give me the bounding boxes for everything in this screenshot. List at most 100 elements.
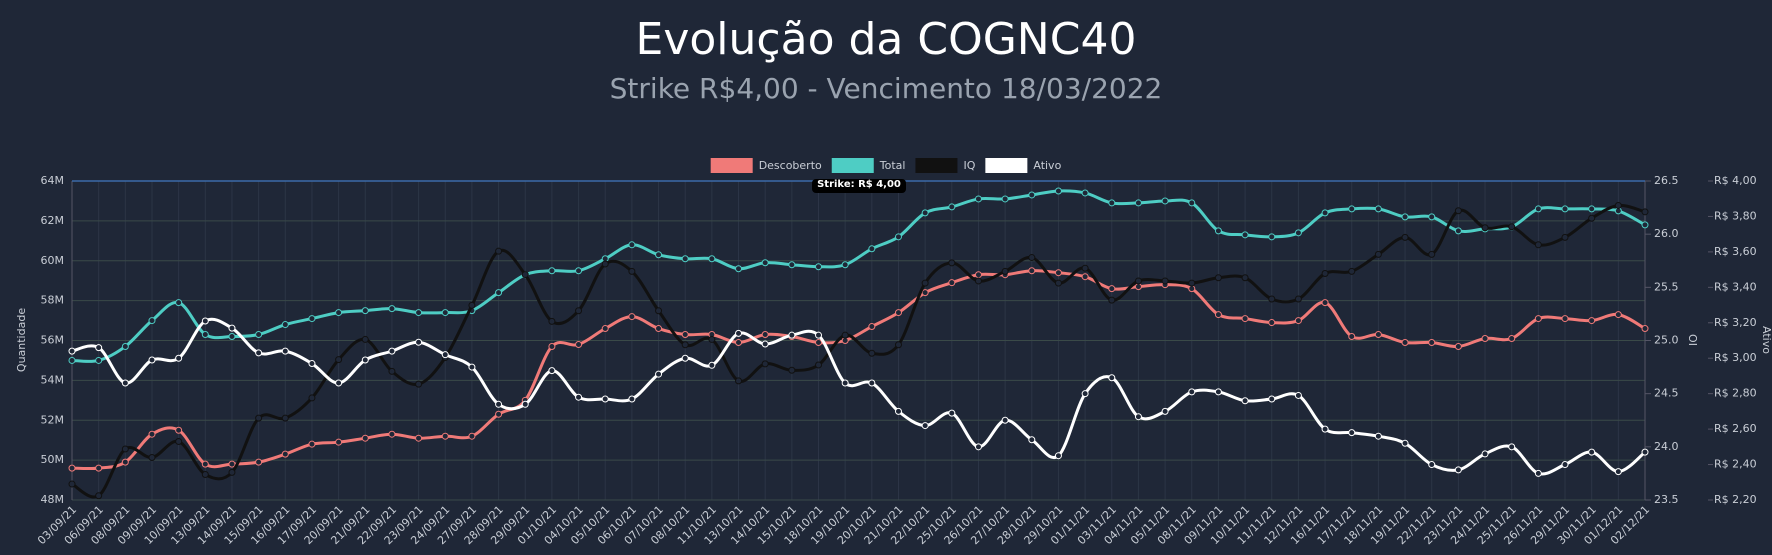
- point: [575, 307, 583, 315]
- point: [1534, 241, 1542, 249]
- point: [228, 333, 236, 341]
- point: [228, 324, 236, 332]
- point: [1241, 315, 1249, 323]
- point: [1054, 187, 1062, 195]
- point: [628, 267, 636, 275]
- point: [601, 325, 609, 333]
- point: [1108, 296, 1116, 304]
- point: [1374, 432, 1382, 440]
- point: [1401, 338, 1409, 346]
- y2-tick-label: 25.5: [1654, 280, 1679, 293]
- point: [201, 331, 209, 339]
- point: [308, 360, 316, 368]
- point: [468, 432, 476, 440]
- point: [708, 255, 716, 263]
- point: [1321, 270, 1329, 278]
- point: [228, 468, 236, 476]
- legend-swatch[interactable]: [915, 158, 958, 173]
- legend-swatch[interactable]: [710, 158, 753, 173]
- point: [281, 321, 289, 329]
- y2-tick-label: 26.0: [1654, 227, 1679, 240]
- point: [815, 331, 823, 339]
- point: [1374, 331, 1382, 339]
- point: [201, 460, 209, 468]
- point: [735, 329, 743, 337]
- legend-label[interactable]: Descoberto: [759, 159, 822, 172]
- point: [1508, 443, 1516, 451]
- point: [628, 241, 636, 249]
- point: [601, 395, 609, 403]
- point: [148, 317, 156, 325]
- point: [308, 394, 316, 402]
- point: [1481, 450, 1489, 458]
- point: [1428, 461, 1436, 469]
- legend-label[interactable]: IQ: [963, 159, 975, 172]
- point: [335, 438, 343, 446]
- point: [1081, 390, 1089, 398]
- point: [575, 340, 583, 348]
- point: [95, 464, 103, 472]
- point: [1641, 221, 1649, 229]
- point: [1214, 227, 1222, 235]
- point: [788, 331, 796, 339]
- point: [521, 400, 529, 408]
- y3-axis-title: Ativo: [1760, 326, 1772, 354]
- point: [468, 363, 476, 371]
- point: [894, 233, 902, 241]
- point: [1401, 213, 1409, 221]
- point: [681, 341, 689, 349]
- chart-subtitle: Strike R$4,00 - Vencimento 18/03/2022: [610, 72, 1163, 105]
- point: [1614, 468, 1622, 476]
- legend-label[interactable]: Total: [879, 159, 906, 172]
- point: [281, 414, 289, 422]
- point: [1054, 279, 1062, 287]
- point: [95, 492, 103, 500]
- point: [121, 379, 129, 387]
- legend-label[interactable]: Ativo: [1033, 159, 1061, 172]
- point: [1401, 233, 1409, 241]
- point: [1561, 205, 1569, 213]
- point: [1054, 452, 1062, 460]
- point: [1454, 207, 1462, 215]
- y3-tick-label: R$ 3,20: [1714, 316, 1757, 329]
- point: [948, 259, 956, 267]
- y-tick-label: 56M: [41, 334, 65, 347]
- point: [1508, 223, 1516, 231]
- point: [894, 309, 902, 317]
- point: [601, 260, 609, 268]
- y-tick-label: 58M: [41, 294, 65, 307]
- point: [121, 342, 129, 350]
- point: [1214, 274, 1222, 282]
- point: [1561, 315, 1569, 323]
- y2-tick-label: 24.5: [1654, 387, 1679, 400]
- point: [1481, 224, 1489, 232]
- point: [735, 377, 743, 385]
- point: [1454, 227, 1462, 235]
- y3-tick-label: R$ 2,60: [1714, 422, 1757, 435]
- y2-tick-label: 24.0: [1654, 440, 1679, 453]
- legend-swatch[interactable]: [985, 158, 1028, 173]
- point: [1028, 436, 1036, 444]
- point: [921, 279, 929, 287]
- point: [1268, 319, 1276, 327]
- legend-swatch[interactable]: [831, 158, 874, 173]
- point: [95, 356, 103, 364]
- point: [708, 361, 716, 369]
- point: [175, 438, 183, 446]
- y-tick-label: 60M: [41, 254, 65, 267]
- point: [148, 356, 156, 364]
- y3-tick-label: R$ 4,00: [1714, 174, 1757, 187]
- point: [1588, 205, 1596, 213]
- point: [1001, 416, 1009, 424]
- point: [761, 340, 769, 348]
- point: [1374, 250, 1382, 258]
- point: [761, 360, 769, 368]
- series-line: [71, 203, 1646, 499]
- point: [815, 338, 823, 346]
- point: [95, 344, 103, 352]
- point: [388, 347, 396, 355]
- point: [894, 407, 902, 415]
- point: [974, 195, 982, 203]
- point: [1134, 413, 1142, 421]
- point: [921, 209, 929, 217]
